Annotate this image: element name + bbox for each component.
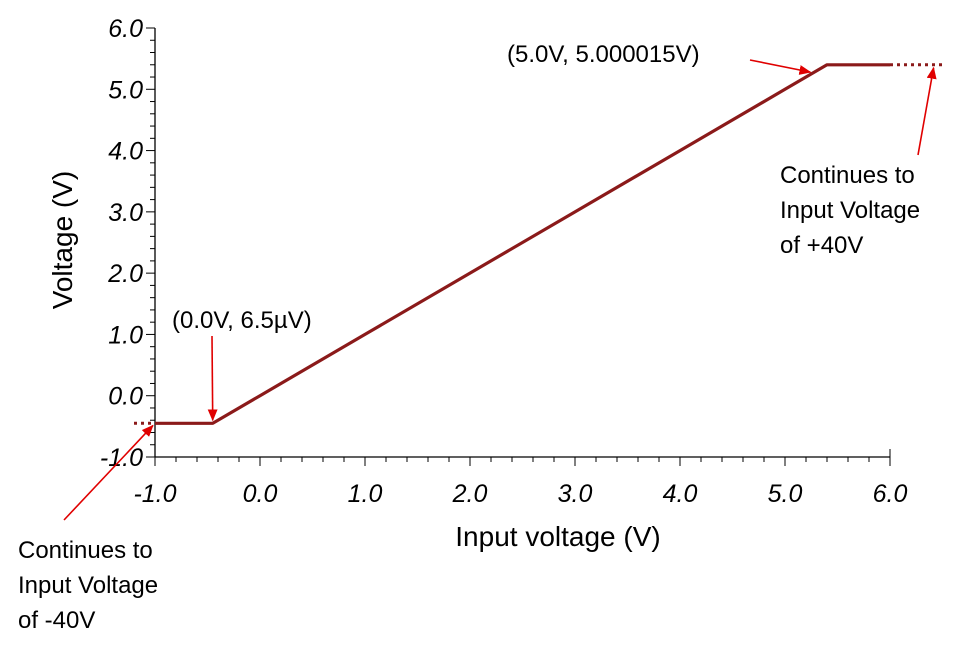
annotation-arrow [207,335,218,422]
annotation-label-line: Continues to [780,162,915,189]
y-tick-label: 0.0 [108,383,143,411]
annotation-label-line: Input Voltage [18,572,158,599]
x-axis-title: Input voltage (V) [455,521,660,552]
ticks [146,27,891,466]
y-tick-label: 6.0 [108,15,143,43]
x-tick-label: 6.0 [873,480,908,508]
annotations: (0.0V, 6.5µV) (5.0V, 5.000015V) Continues … [18,41,937,634]
annotation-label: (0.0V, 6.5µV) [172,307,312,334]
y-tick-label: 1.0 [108,321,143,349]
tick-labels: -1.00.01.02.03.04.05.06.0-1.00.01.02.03.… [100,15,908,508]
annotation-label-line: of -40V [18,607,95,634]
annotation-label-line: of +40V [780,232,863,259]
series-group [134,63,943,425]
annotation-arrow [917,66,937,156]
x-tick-label: 4.0 [663,480,698,508]
annotation-label: (5.0V, 5.000015V) [507,41,700,68]
y-axis-title: Voltage (V) [47,171,78,310]
x-tick-label: 3.0 [558,480,593,508]
annotation-arrow [63,424,154,521]
annotation-arrow [749,59,812,75]
x-tick-label: -1.0 [133,480,176,508]
y-tick-label: 5.0 [108,76,143,104]
x-tick-label: 0.0 [243,480,278,508]
annotation-label-line: Input Voltage [780,197,920,224]
annotation-label-line: Continues to [18,537,153,564]
series-line [155,63,890,425]
x-tick-label: 1.0 [348,480,383,508]
x-tick-label: 2.0 [452,480,488,508]
y-tick-label: 4.0 [108,138,143,166]
y-tick-label: 3.0 [108,199,143,227]
plot-frame [154,28,890,458]
x-tick-label: 5.0 [768,480,803,508]
y-tick-label: 2.0 [107,260,143,288]
